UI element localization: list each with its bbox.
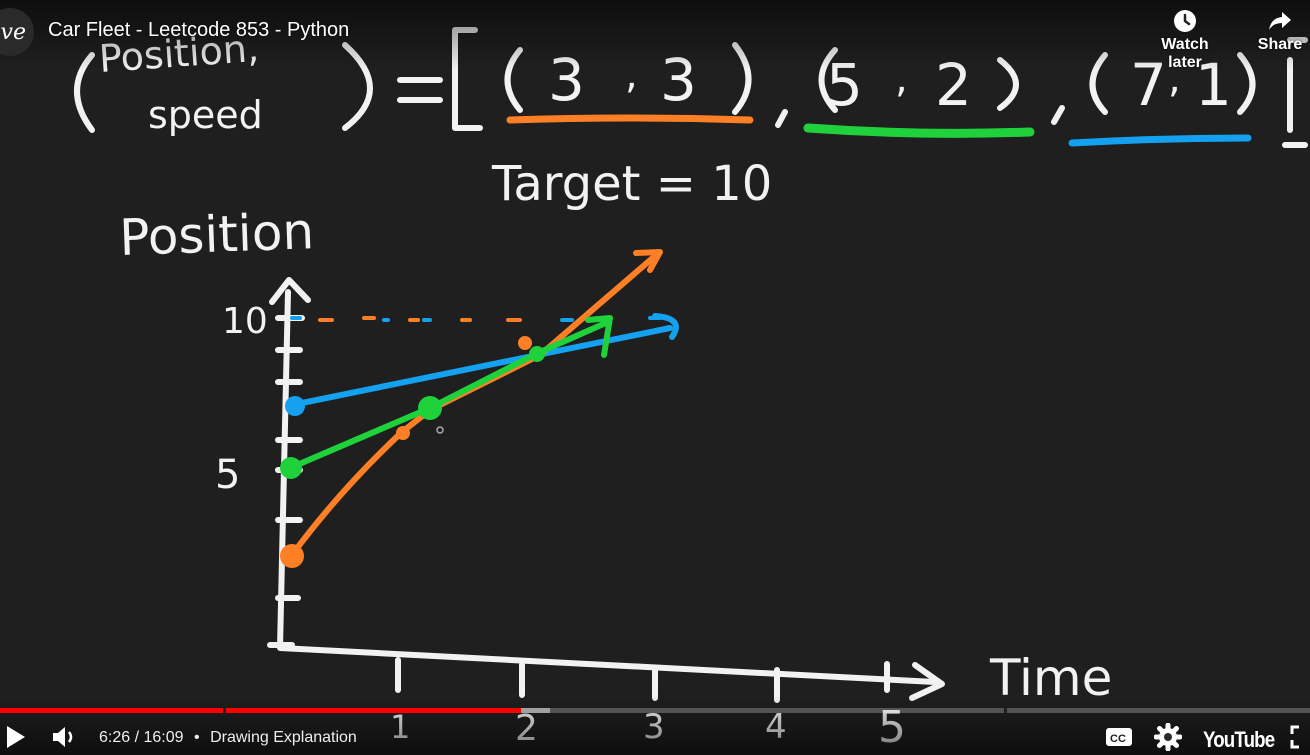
y-tick-10: 10 <box>222 301 268 342</box>
y-axis-label: Position <box>118 202 315 267</box>
y-tick-5: 5 <box>215 452 240 498</box>
player-controls: 6:26 / 16:09 • Drawing Explanation CC Yo… <box>0 718 1310 755</box>
volume-button[interactable] <box>50 722 78 752</box>
gear-icon <box>1154 723 1182 751</box>
watch-later-button[interactable]: Watch later <box>1145 8 1225 72</box>
cursor-mark <box>436 426 444 434</box>
time-separator: / <box>134 729 140 746</box>
car1-arrowhead <box>633 249 663 273</box>
youtube-logo[interactable]: YouTube <box>1203 727 1275 752</box>
time-display: 6:26 / 16:09 • Drawing Explanation <box>99 729 357 747</box>
comma-marks <box>775 105 1065 128</box>
x-tick-marks <box>395 657 890 703</box>
progress-bar[interactable] <box>0 708 1310 713</box>
captions-button[interactable]: CC <box>1104 722 1134 752</box>
car3-line <box>289 325 673 408</box>
pair1-underline <box>506 114 754 124</box>
chapter-divider <box>1004 708 1007 713</box>
pair2-underline <box>803 123 1035 138</box>
y-axis-arrowhead <box>269 277 311 305</box>
captions-icon: CC <box>1106 728 1132 746</box>
chapter-title[interactable]: Drawing Explanation <box>210 729 357 746</box>
fullscreen-icon <box>1290 725 1299 749</box>
share-label: Share <box>1257 36 1303 53</box>
car3-start-point <box>285 396 305 416</box>
svg-text:CC: CC <box>1110 733 1126 745</box>
equals-mark <box>397 77 443 103</box>
car2-line <box>287 319 611 471</box>
progress-track <box>0 708 1310 713</box>
share-button[interactable]: Share <box>1240 8 1310 54</box>
channel-avatar-text: ve <box>0 19 26 45</box>
duration: 16:09 <box>143 729 184 746</box>
progress-played <box>0 708 522 713</box>
chapter-dot: • <box>194 729 200 746</box>
bottom-gradient <box>0 695 1310 755</box>
play-icon <box>7 726 25 748</box>
share-arrow-icon <box>1269 12 1291 30</box>
volume-icon <box>53 727 73 747</box>
car2-meet-point-2 <box>529 346 545 362</box>
x-axis-arrowhead <box>909 662 945 701</box>
current-time: 6:26 <box>99 729 131 746</box>
video-title[interactable]: Car Fleet - Leetcode 853 - Python <box>48 19 350 41</box>
car2-arrowhead <box>585 315 613 358</box>
car1-mid-point <box>396 426 410 440</box>
car1-line <box>289 253 658 558</box>
car1-start-point <box>280 544 304 568</box>
fullscreen-button[interactable] <box>1290 722 1310 752</box>
target-label: Target = 10 <box>491 156 772 212</box>
car2-start-point <box>280 457 302 479</box>
target-dotted-line <box>290 316 662 322</box>
car1-meet-point <box>518 336 532 350</box>
play-button[interactable] <box>4 722 28 752</box>
top-overlay <box>0 0 1310 70</box>
chapter-divider <box>223 708 226 713</box>
car3-arrowhead <box>652 313 679 340</box>
pair-label-speed: speed <box>148 93 263 137</box>
settings-button[interactable] <box>1154 722 1182 752</box>
pair3-underline <box>1068 134 1252 147</box>
car2-meet-point <box>418 396 442 420</box>
watch-later-label: Watch later <box>1161 36 1209 71</box>
clock-icon <box>1174 10 1196 32</box>
